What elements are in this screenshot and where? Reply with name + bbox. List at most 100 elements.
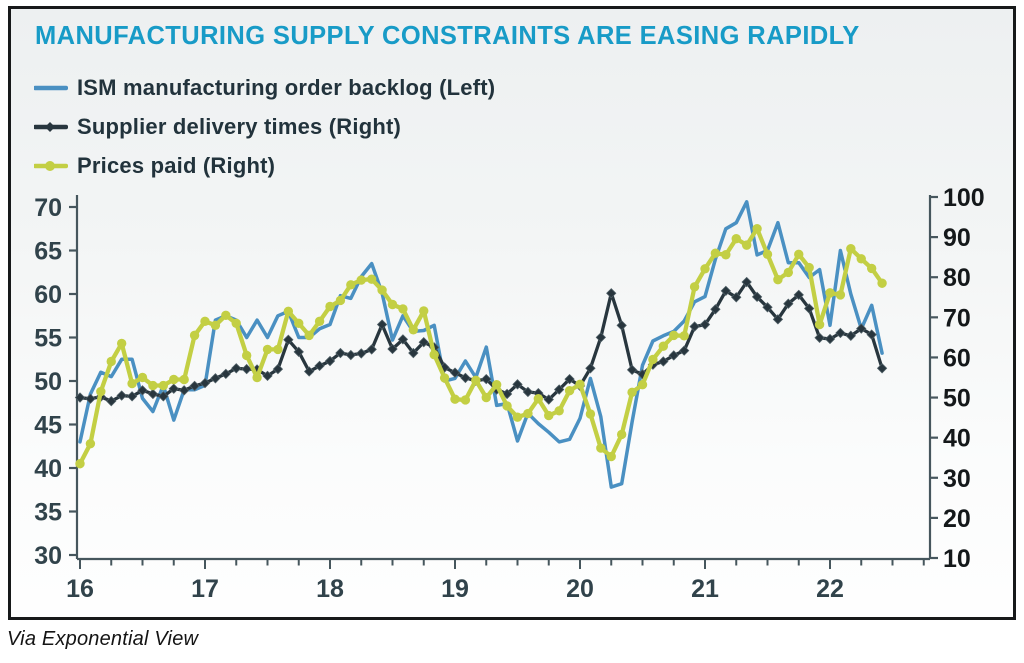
- diamond-marker: [762, 302, 773, 313]
- series-ism-manufacturing-order-backlog: [78, 200, 884, 489]
- circle-marker: [877, 278, 887, 288]
- diamond-marker: [137, 385, 148, 396]
- diamond-marker: [168, 383, 179, 394]
- swatch-circle: [45, 160, 55, 171]
- circle-marker: [783, 267, 794, 278]
- circle-marker: [210, 320, 221, 331]
- diamond-marker: [231, 363, 242, 374]
- diamond-marker: [220, 368, 231, 380]
- diamond-marker: [501, 388, 513, 400]
- circle-marker: [773, 274, 783, 285]
- circle-marker: [294, 318, 304, 329]
- circle-marker: [700, 264, 710, 274]
- diamond-marker: [376, 319, 388, 330]
- y-axis-right-label: 100: [943, 184, 985, 212]
- diamond-marker: [158, 391, 169, 402]
- swatch-diamond: [45, 121, 55, 132]
- diamond-marker: [543, 394, 554, 405]
- circle-marker: [439, 373, 450, 383]
- diamond-marker: [408, 347, 419, 359]
- diamond-marker: [606, 288, 617, 299]
- circle-marker: [731, 234, 741, 244]
- y-axis-right-label: 10: [943, 545, 971, 573]
- circle-marker: [346, 280, 356, 290]
- diamond-marker: [387, 343, 398, 355]
- series-prices-paid: [75, 223, 887, 469]
- y-axis-right-label: 90: [943, 224, 971, 252]
- circle-marker: [356, 275, 366, 285]
- x-axis-label: 19: [441, 575, 469, 603]
- y-axis-right-label: 30: [943, 465, 971, 493]
- circle-marker: [637, 380, 648, 390]
- circle-marker: [481, 392, 491, 403]
- circle-marker: [627, 387, 637, 398]
- circle-marker: [502, 401, 512, 411]
- line-swatch-icon: [34, 85, 68, 90]
- circle-marker: [283, 306, 294, 317]
- circle-marker: [158, 380, 169, 391]
- diamond-marker: [595, 332, 606, 343]
- circle-marker: [544, 410, 554, 421]
- circle-marker: [241, 350, 252, 361]
- diamond-marker: [751, 291, 763, 303]
- circle-marker: [252, 372, 262, 383]
- circle-marker: [335, 295, 346, 306]
- circle-marker: [689, 282, 700, 292]
- diamond-marker: [564, 373, 575, 385]
- circle-marker: [221, 310, 231, 321]
- diamond-marker: [241, 363, 252, 375]
- legend-item-prices-paid: Prices paid (Right): [34, 146, 495, 185]
- x-axis-label: 18: [316, 575, 344, 603]
- circle-marker: [96, 386, 106, 397]
- circle-marker: [752, 223, 762, 234]
- diamond-marker: [804, 303, 815, 314]
- source-caption: Via Exponential View: [7, 628, 199, 650]
- y-axis-right-label: 70: [943, 304, 971, 332]
- diamond-marker: [720, 285, 731, 297]
- diamond-marker: [710, 304, 721, 315]
- diamond-marker: [199, 377, 211, 389]
- chart-title: MANUFACTURING SUPPLY CONSTRAINTS ARE EAS…: [35, 22, 860, 50]
- circle-marker: [314, 316, 325, 327]
- circle-marker: [658, 341, 669, 351]
- line-diamond-swatch-icon: [34, 121, 68, 132]
- diamond-marker: [324, 355, 336, 367]
- diamond-marker: [772, 314, 784, 325]
- diamond-marker: [626, 364, 638, 376]
- circle-marker: [564, 386, 575, 396]
- circle-marker: [721, 250, 731, 260]
- diamond-marker: [783, 298, 794, 309]
- x-axis-label: 20: [566, 575, 594, 603]
- circle-marker: [127, 378, 137, 389]
- diamond-marker: [793, 289, 804, 301]
- y-axis-left-label: 60: [34, 281, 62, 309]
- diamond-marker: [741, 276, 752, 288]
- circle-marker: [179, 374, 189, 385]
- diamond-marker: [397, 334, 409, 345]
- circle-marker: [856, 254, 866, 264]
- diamond-marker: [116, 390, 127, 401]
- x-axis-ticks: 16 17 18 19 20 21 22: [66, 559, 925, 603]
- circle-marker: [533, 394, 544, 404]
- diamond-marker: [179, 385, 190, 396]
- diamond-marker: [658, 356, 669, 367]
- diamond-marker: [262, 370, 273, 382]
- legend-label: Prices paid (Right): [77, 152, 276, 178]
- y-axis-left-label: 45: [34, 412, 62, 440]
- diamond-marker: [876, 363, 888, 374]
- circle-marker: [450, 394, 460, 404]
- y-axis-left-label: 40: [34, 455, 62, 483]
- series-line-ism-manufacturing-order-backlog: [78, 200, 884, 489]
- circle-marker: [398, 304, 408, 314]
- circle-marker: [804, 262, 814, 273]
- circle-marker: [429, 349, 439, 360]
- legend-label: Supplier delivery times (Right): [77, 113, 402, 139]
- diamond-marker: [512, 379, 523, 390]
- y-axis-left-label: 70: [34, 194, 62, 222]
- x-axis-label: 16: [66, 575, 94, 603]
- diamond-marker: [106, 396, 117, 407]
- legend-item-backlog: ISM manufacturing order backlog (Left): [34, 68, 495, 107]
- legend-item-supplier-delivery: Supplier delivery times (Right): [34, 107, 495, 146]
- circle-marker: [231, 318, 241, 329]
- line-circle-swatch-icon: [34, 160, 68, 171]
